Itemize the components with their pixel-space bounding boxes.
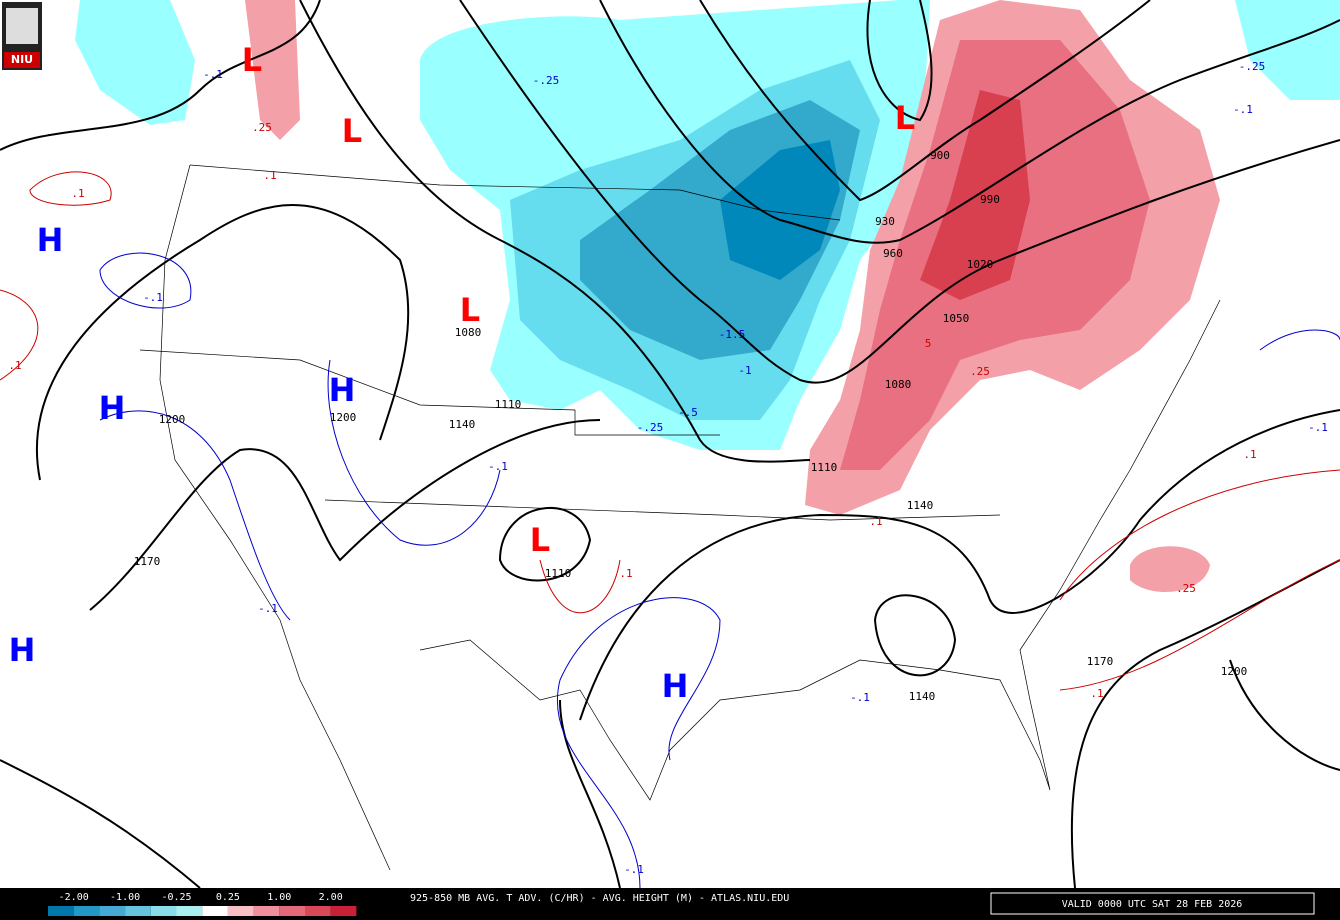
cold-advection [75,0,1340,450]
advection-label: -.25 [1239,60,1266,73]
pressure-center: L [460,291,480,329]
advection-label: .1 [263,169,276,182]
advection-label: .1 [71,187,84,200]
colorbar-swatch [202,906,228,916]
colorbar-swatch [253,906,280,916]
colorbar: -2.00 -1.00 -0.25 0.25 1.00 2.00 [48,892,357,916]
colorbar-swatch [305,906,331,916]
advection-label: -.25 [637,421,664,434]
height-label: 1110 [495,398,522,411]
colorbar-label: 0.25 [216,892,240,903]
height-label: 1170 [134,555,161,568]
advection-label: .25 [252,121,272,134]
advection-label: -.1 [624,863,644,876]
pressure-center: H [329,371,356,409]
colorbar-swatch [330,906,357,916]
colorbar-swatch [48,906,74,916]
height-label: 1200 [330,411,357,424]
pressure-center: L [530,521,550,559]
advection-label: .1 [8,359,21,372]
colorbar-label: 1.00 [267,892,291,903]
height-label: 900 [930,149,950,162]
advection-label: -.25 [533,74,560,87]
advection-label: 5 [925,337,932,350]
pressure-center: H [662,667,689,705]
pressure-center: H [37,221,64,259]
valid-box [990,892,1315,915]
colorbar-swatch [73,906,100,916]
height-label: 1140 [909,690,936,703]
borders [139,164,1221,871]
advection-label: -.1 [850,691,870,704]
logo-text: NIU [11,53,33,66]
advection-label: -.1 [258,602,278,615]
colorbar-swatch [227,906,254,916]
height-label: 1200 [1221,665,1248,678]
colorbar-swatch [125,906,151,916]
height-label: 1020 [967,258,994,271]
map-title: 925-850 MB AVG. T ADV. (C/HR) - AVG. HEI… [410,893,789,904]
warm-advection [245,0,1220,592]
pressure-center: H [9,631,36,669]
advection-label: .1 [869,515,882,528]
height-label: 1050 [943,312,970,325]
advection-label: -.1 [203,68,223,81]
colorbar-swatch [279,906,305,916]
advection-label: .1 [1243,448,1256,461]
pressure-center: L [342,112,362,150]
height-contours [0,0,1340,889]
advection-label: .25 [1176,582,1196,595]
height-label: 1080 [885,378,912,391]
height-label: 1110 [811,461,838,474]
height-label: 930 [875,215,895,228]
colorbar-label: 2.00 [319,892,343,903]
advection-contours [0,171,1340,889]
height-label: 1140 [907,499,934,512]
pressure-center: H [99,389,126,427]
height-label: 1140 [449,418,476,431]
advection-label: .1 [1090,687,1103,700]
height-label: 960 [883,247,903,260]
colorbar-swatch [99,906,126,916]
advection-label: -.1 [1308,421,1328,434]
height-label: 990 [980,193,1000,206]
advection-label: -1.5 [719,328,746,341]
advection-label: -.1 [1233,103,1253,116]
labels: L L L L L H H H H H 1200 1200 1080 1110 1140 1170 1110 11… [8,41,1328,876]
height-label: 1200 [159,413,186,426]
logo: NIU [2,2,42,70]
colorbar-swatch [150,906,177,916]
height-label: 1170 [1087,655,1114,668]
height-label: 1110 [545,567,572,580]
height-label: 1080 [455,326,482,339]
pressure-center: L [242,41,262,79]
advection-label: -1 [738,364,751,377]
valid-time: VALID 0000 UTC SAT 28 FEB 2026 [1062,899,1243,910]
advection-label: -.1 [143,291,163,304]
advection-label: .25 [970,365,990,378]
pressure-center: L [895,99,915,137]
colorbar-label: -0.25 [161,892,191,903]
colorbar-label: -1.00 [110,892,140,903]
advection-label: -.1 [488,460,508,473]
colorbar-swatch [176,906,203,916]
colorbar-label: -2.00 [59,892,89,903]
advection-label: .1 [619,567,632,580]
advection-label: -.5 [678,406,698,419]
